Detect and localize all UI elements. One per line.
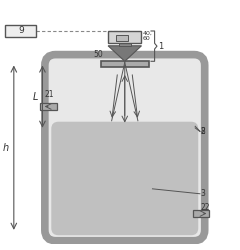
Bar bbox=[6, 25, 36, 37]
Text: h: h bbox=[2, 143, 9, 153]
FancyBboxPatch shape bbox=[45, 54, 205, 241]
Text: 50: 50 bbox=[94, 50, 103, 59]
Bar bbox=[193, 210, 210, 217]
Text: 22: 22 bbox=[201, 203, 210, 212]
Text: L: L bbox=[33, 92, 38, 102]
Text: 8: 8 bbox=[201, 127, 205, 136]
Bar bbox=[119, 43, 131, 46]
Text: 3: 3 bbox=[201, 189, 205, 198]
Text: 21: 21 bbox=[45, 90, 54, 99]
Bar bbox=[116, 34, 128, 40]
FancyBboxPatch shape bbox=[51, 122, 198, 235]
Text: 2: 2 bbox=[201, 127, 205, 136]
Text: 9: 9 bbox=[18, 26, 24, 35]
Bar bbox=[108, 31, 141, 43]
Text: 40,
60: 40, 60 bbox=[143, 30, 153, 41]
Text: 1: 1 bbox=[158, 42, 163, 51]
Polygon shape bbox=[108, 46, 141, 61]
Bar bbox=[40, 103, 57, 110]
Bar bbox=[101, 61, 149, 66]
